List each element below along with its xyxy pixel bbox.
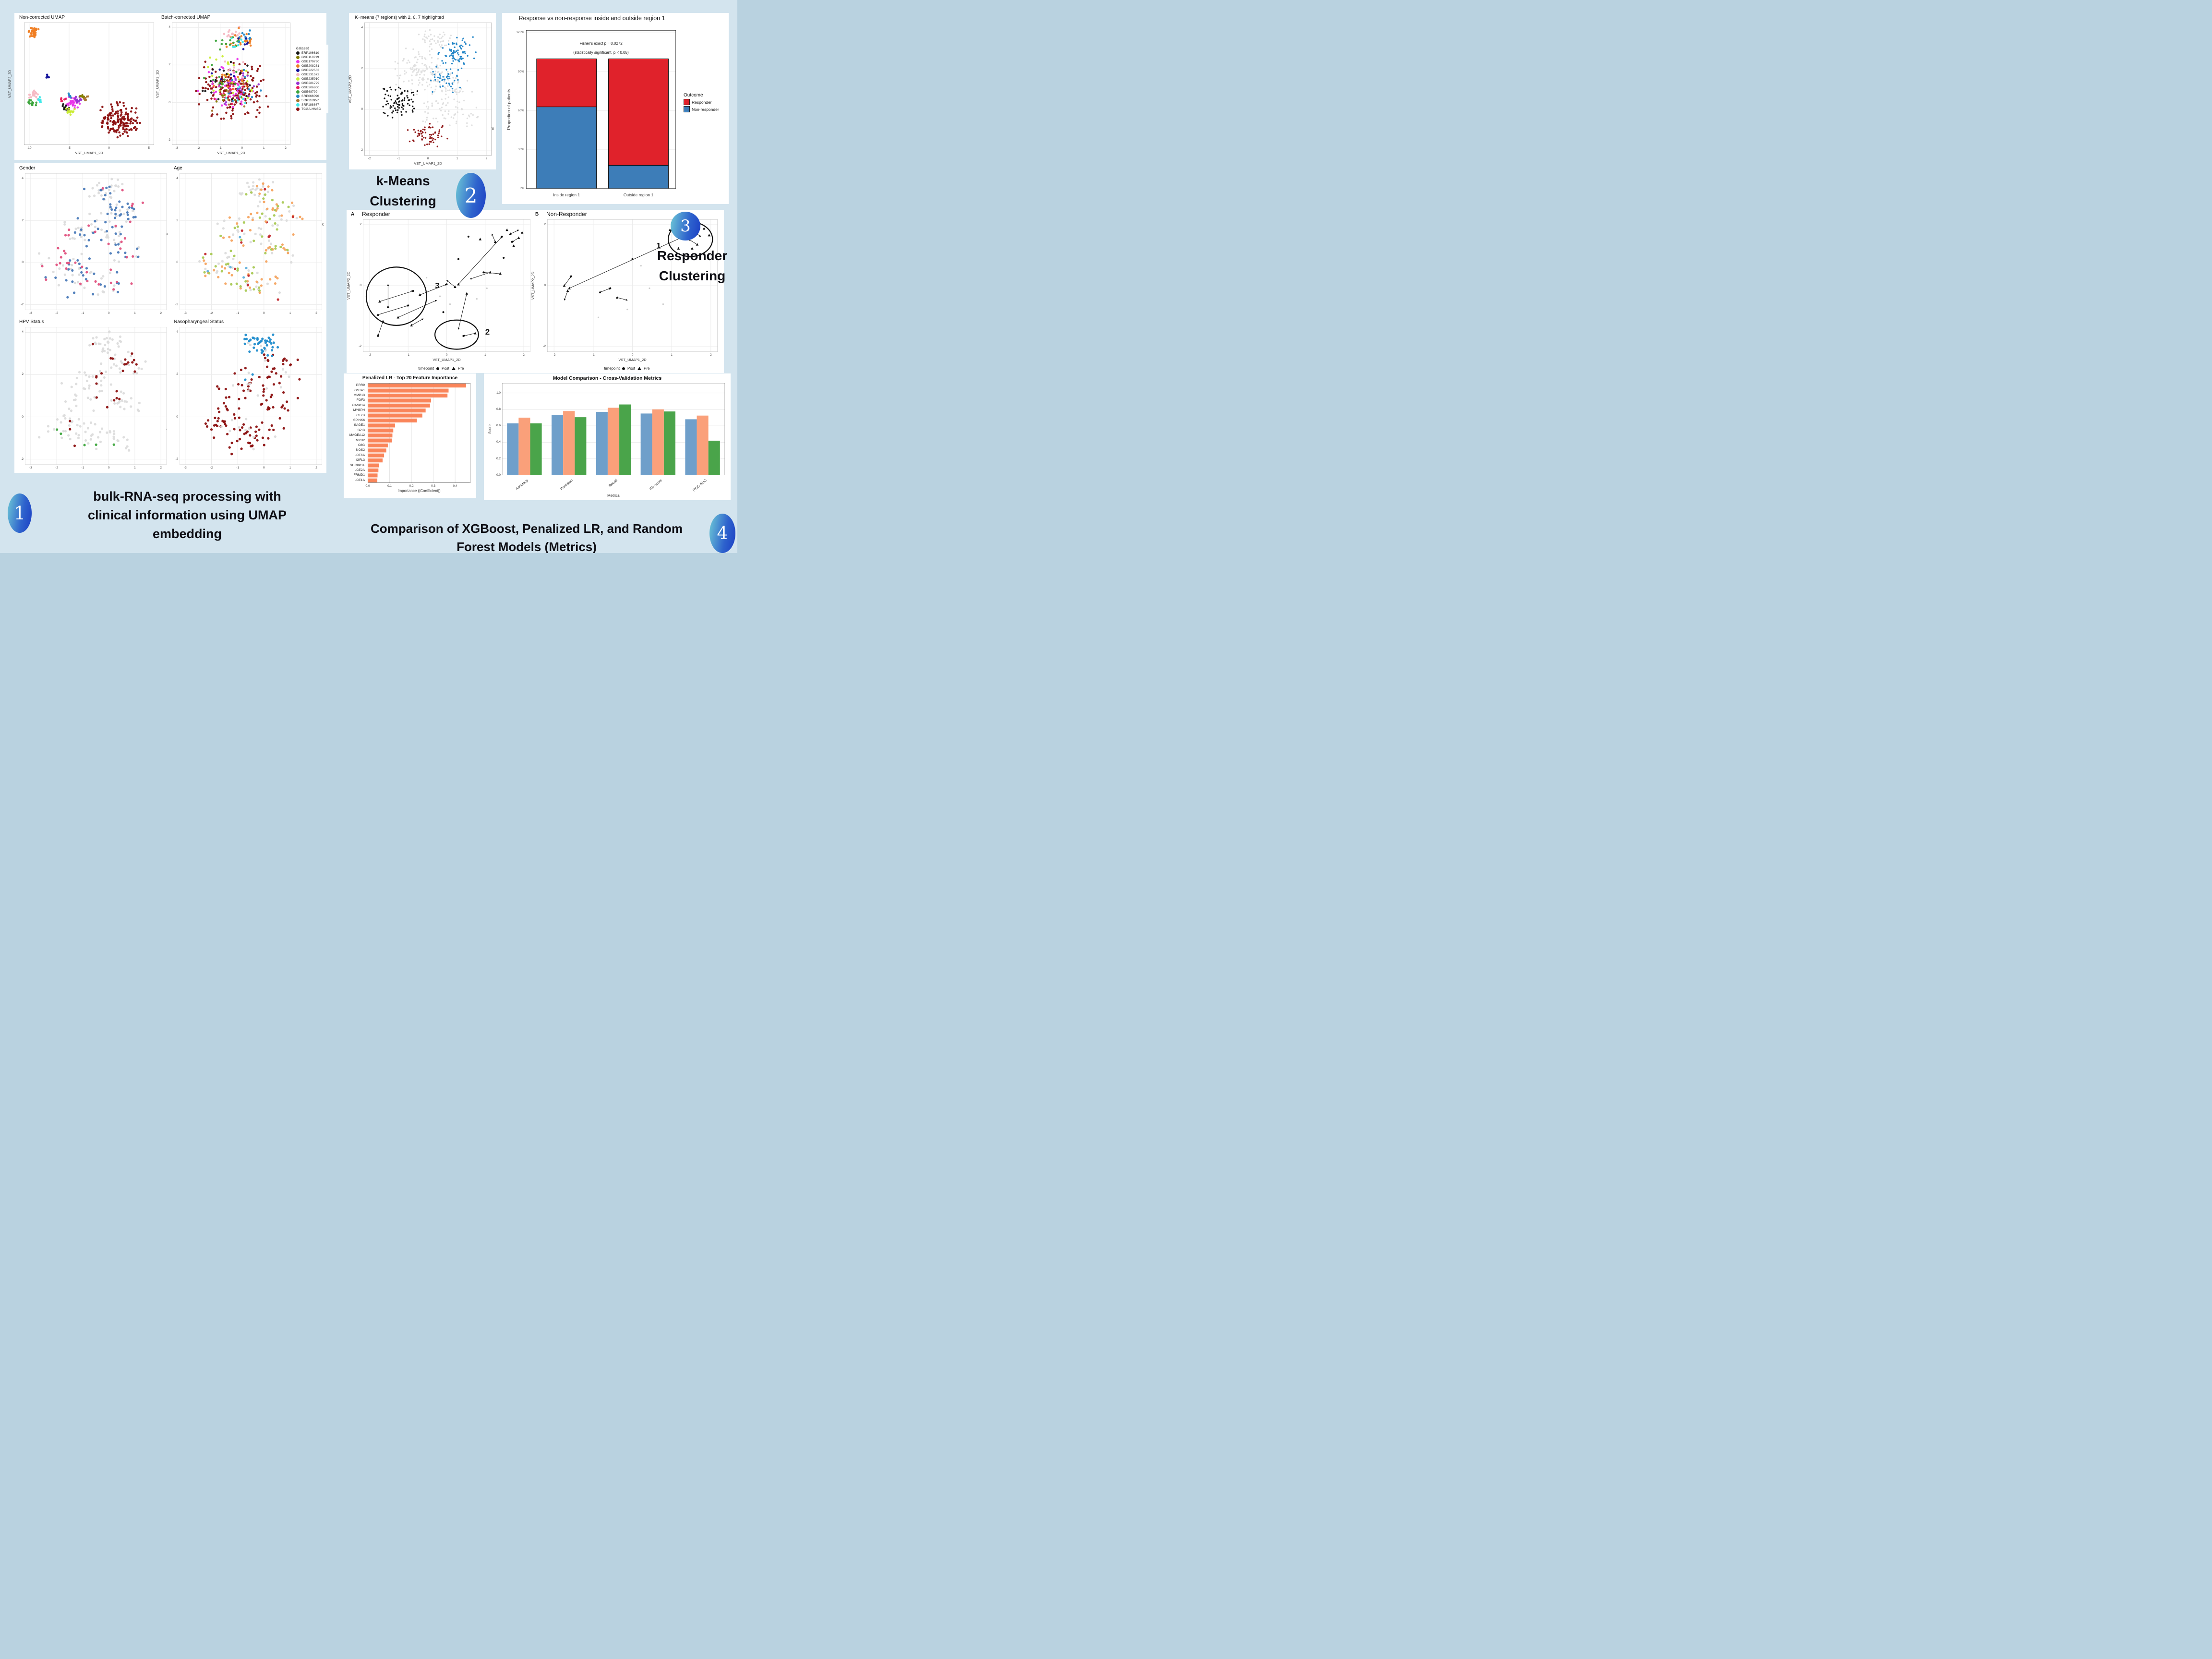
legend-swatch	[296, 64, 300, 68]
legend-item: TCGA-HNSC	[296, 108, 327, 111]
caption-line: Comparison of XGBoost, Penalized LR, and…	[370, 521, 683, 536]
step-badge-2: 2	[456, 173, 486, 218]
svg-text:2: 2	[485, 327, 490, 337]
step-badge-1: 1	[8, 493, 32, 533]
legend-swatch	[296, 90, 300, 94]
svg-text:1: 1	[656, 241, 661, 251]
chart-umap-hpv-status: HPV_binaryNegPosNA HPV Status-3-2-101242…	[16, 319, 169, 471]
legend-swatch	[296, 60, 300, 63]
panel-clinical-umaps: genderfemalemaleNA Gender-3-2-1012420-2 …	[14, 163, 326, 473]
svg-text:3: 3	[435, 281, 439, 290]
panel-response-barchart: Response vs non-response inside and outs…	[502, 13, 729, 204]
chart-umap-batch-corrected: Batch-corrected UMAP -3 -2 -1 0 1 2 4 2 0 -2 VST_UM…	[156, 15, 293, 157]
legend-item: GSE118719	[296, 56, 327, 59]
panel-model-comparison: XGBoostPenalized LRRandom Forest Model C…	[484, 373, 731, 500]
legend-item: GSE281729	[296, 82, 327, 85]
legend-item: Non-responder	[684, 106, 719, 112]
legend-swatch	[296, 103, 300, 107]
legend-item: SRP066090	[296, 95, 327, 98]
legend-swatch	[296, 95, 300, 98]
legend-swatch	[296, 51, 300, 55]
legend-swatch	[296, 56, 300, 59]
caption-line: k-Means	[376, 173, 430, 188]
caption-line: Responder	[657, 248, 728, 263]
caption-line: Clustering	[659, 268, 726, 283]
panel-umap-overview: Non-corrected UMAP -10 -5 0 5 VST_UMAP1_2D VST…	[8, 13, 328, 160]
legend-title: Outcome	[684, 93, 703, 98]
panel-kmeans: Region 7 clusters457 K−means (7 regions)…	[348, 13, 496, 169]
step-badge-3: 3	[671, 212, 700, 240]
caption-line: clinical information using UMAP	[87, 508, 287, 522]
legend-swatch	[296, 82, 300, 85]
caption-step2: k-Means Clustering	[349, 171, 457, 211]
legend-item: SRP188847	[296, 103, 327, 107]
caption-step4: Comparison of XGBoost, Penalized LR, and…	[347, 519, 707, 553]
legend-title: dataset	[296, 46, 309, 50]
caption-step1: bulk-RNA-seq processing with clinical in…	[43, 487, 331, 543]
panel-feature-importance: Penalized LR - Top 20 Feature Importance…	[344, 373, 476, 498]
chart-umap-age: age_bucket20–4040–6060–8080+NA Age-3-2-1…	[171, 166, 325, 316]
chart-umap-noncorrected: Non-corrected UMAP -10 -5 0 5 VST_UMAP1_2D VST…	[8, 15, 156, 157]
caption-line: Clustering	[370, 193, 436, 208]
legend-item: SRP118957	[296, 99, 327, 102]
legend-item: GSE235910	[296, 77, 327, 81]
legend-item: GSE68799	[296, 90, 327, 94]
caption-line: bulk-RNA-seq processing with	[93, 489, 281, 504]
chart-penalized-lr-feature-importance: Penalized LR - Top 20 Feature Importance…	[346, 375, 474, 496]
caption-line: Forest Models (Metrics)	[457, 540, 597, 553]
caption-step3: Responder Clustering	[649, 246, 735, 286]
legend-item: GSE231572	[296, 73, 327, 76]
chart-kmeans-regions: Region 7 clusters457 K−means (7 regions)…	[348, 15, 494, 168]
caption-line: embedding	[152, 527, 222, 541]
legend-item: Responder	[684, 99, 719, 105]
step-badge-4: 4	[709, 514, 735, 553]
legend-swatch	[296, 69, 300, 72]
poster-canvas: Non-corrected UMAP -10 -5 0 5 VST_UMAP1_2D VST…	[0, 0, 737, 553]
legend-item: ERP106610	[296, 51, 327, 55]
chart-response-vs-nonresponse: Response vs non-response inside and outs…	[504, 15, 680, 202]
legend-swatch	[296, 86, 300, 89]
chart-responder-trajectories: A Responder 3 2 -2 -1 0 1 2 2 0 -2 VST_UMAP1_2D VST_U…	[347, 211, 533, 371]
legend-swatch	[296, 77, 300, 81]
legend-item: GSE222553	[296, 69, 327, 72]
chart-umap-nasopharyngeal-status: NoYesNA Nasopharyngeal Status-3-2-101242…	[171, 319, 325, 471]
legend-dataset: dataset ERP106610 GSE118719 GSE179730 GSE208…	[295, 45, 328, 113]
legend-item: GSE208281	[296, 64, 327, 68]
panel-responder-clustering: A Responder 3 2 -2 -1 0 1 2 2 0 -2 VST_UMAP1_2D VST_U…	[347, 210, 724, 373]
legend-item: GSE179730	[296, 60, 327, 63]
legend-item: GSE306800	[296, 86, 327, 89]
legend-swatch	[684, 99, 690, 105]
legend-swatch	[296, 108, 300, 111]
legend-swatch	[296, 73, 300, 76]
chart-nonresponder-trajectories: B Non-Responder 1 -2 -1 0 1 2 2 0 -2 VST_UMAP1_2D VS…	[531, 211, 720, 371]
legend-swatch	[296, 99, 300, 102]
legend-outcome: Outcome Responder Non-responder	[684, 93, 719, 113]
chart-model-comparison-metrics: XGBoostPenalized LRRandom Forest Model C…	[487, 375, 728, 498]
legend-swatch	[684, 106, 690, 112]
